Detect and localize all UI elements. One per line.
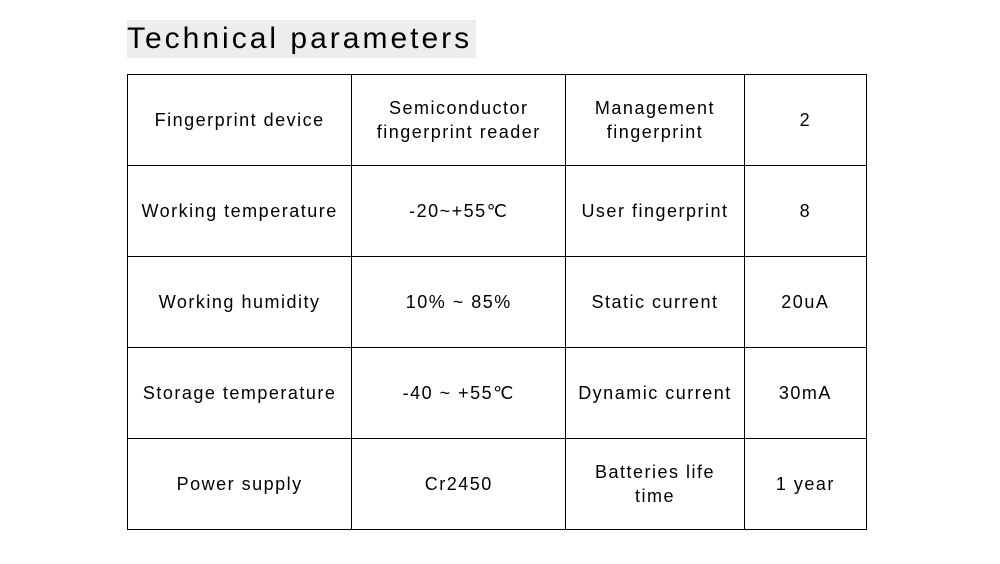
cell-param-value: Cr2450: [352, 439, 566, 530]
cell-param-label: Management fingerprint: [566, 75, 744, 166]
cell-param-label: Storage temperature: [128, 348, 352, 439]
cell-param-value: Semiconductor fingerprint reader: [352, 75, 566, 166]
cell-param-label: Static current: [566, 257, 744, 348]
cell-param-label: Dynamic current: [566, 348, 744, 439]
page: Technical parameters Fingerprint device …: [0, 0, 1000, 564]
cell-param-value: -40 ~ +55℃: [352, 348, 566, 439]
cell-param-label: Batteries life time: [566, 439, 744, 530]
page-title: Technical parameters: [127, 20, 476, 58]
cell-param-value: 2: [744, 75, 866, 166]
cell-param-label: Working temperature: [128, 166, 352, 257]
table-row: Storage temperature -40 ~ +55℃ Dynamic c…: [128, 348, 867, 439]
cell-param-value: 8: [744, 166, 866, 257]
cell-param-value: 10% ~ 85%: [352, 257, 566, 348]
table-row: Working temperature -20~+55℃ User finger…: [128, 166, 867, 257]
cell-param-value: 20uA: [744, 257, 866, 348]
cell-param-value: -20~+55℃: [352, 166, 566, 257]
table-body: Fingerprint device Semiconductor fingerp…: [128, 75, 867, 530]
cell-param-label: User fingerprint: [566, 166, 744, 257]
cell-param-label: Working humidity: [128, 257, 352, 348]
cell-param-value: 30mA: [744, 348, 866, 439]
title-wrap: Technical parameters: [127, 20, 1000, 58]
parameters-table: Fingerprint device Semiconductor fingerp…: [127, 74, 867, 530]
table-row: Fingerprint device Semiconductor fingerp…: [128, 75, 867, 166]
cell-param-value: 1 year: [744, 439, 866, 530]
cell-param-label: Power supply: [128, 439, 352, 530]
table-row: Power supply Cr2450 Batteries life time …: [128, 439, 867, 530]
cell-param-label: Fingerprint device: [128, 75, 352, 166]
table-row: Working humidity 10% ~ 85% Static curren…: [128, 257, 867, 348]
